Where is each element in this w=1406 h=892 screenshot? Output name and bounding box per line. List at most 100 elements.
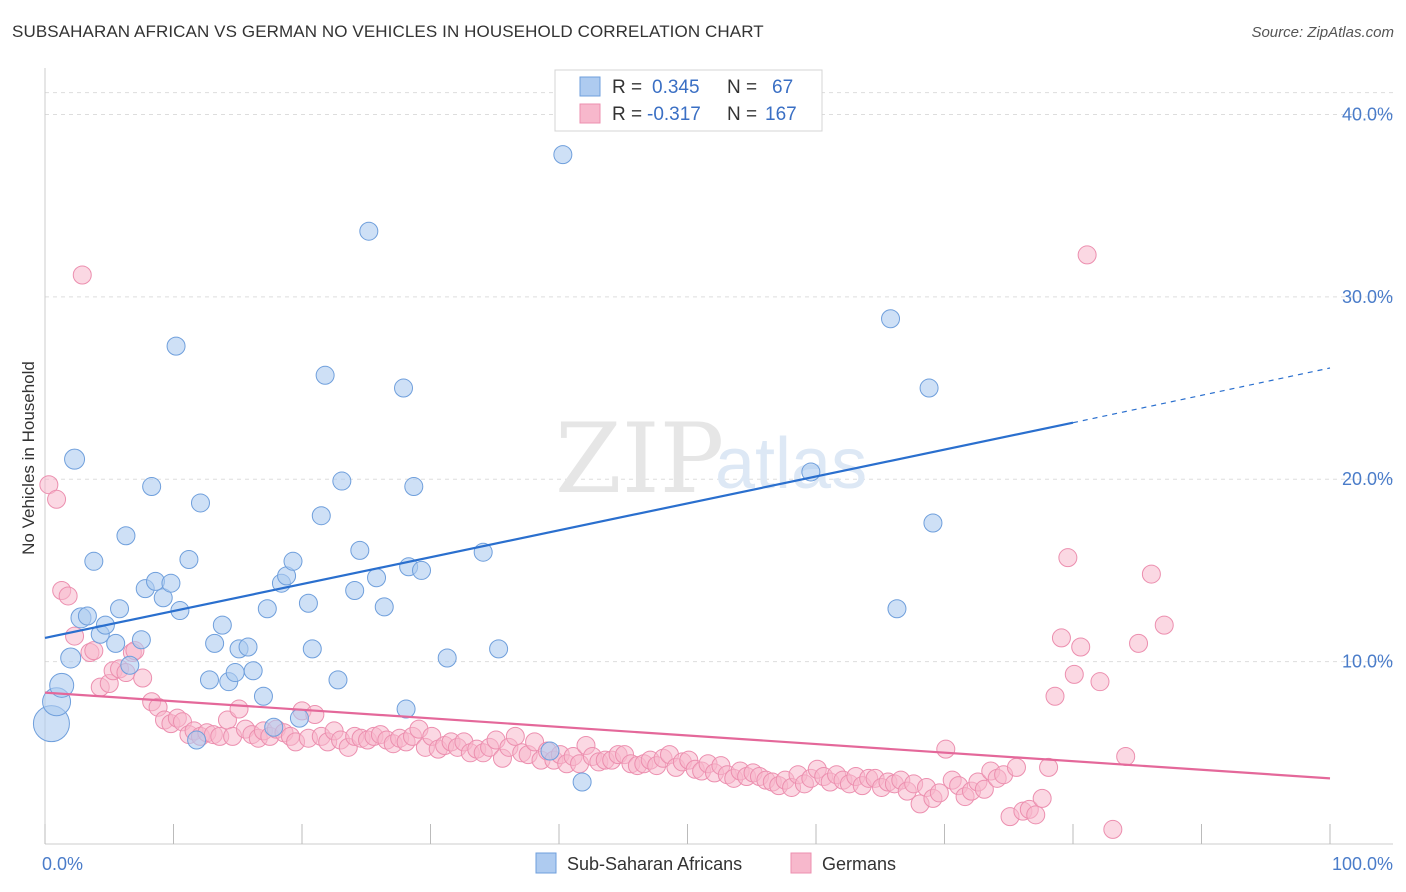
subsaharan-point (166, 336, 186, 356)
germans-trend-line (44, 691, 1331, 780)
germans-points (39, 245, 1174, 839)
subsaharan-point (161, 573, 181, 593)
german-point (505, 726, 525, 746)
german-point (1090, 672, 1110, 692)
subsaharan-point (187, 730, 207, 750)
legend-n-label-2: N = (727, 104, 757, 125)
subsaharan-point (315, 365, 335, 385)
bottom-legend-swatch-pink (790, 852, 812, 874)
y-tick-label: 20.0% (1342, 469, 1393, 489)
german-point (929, 783, 949, 803)
subsaharan-point (298, 593, 318, 613)
subsaharan-point (243, 661, 263, 681)
german-point (229, 699, 249, 719)
german-point (1026, 805, 1046, 825)
subsaharan-point (350, 540, 370, 560)
series-legend: Sub-Saharan Africans Germans (535, 852, 896, 874)
german-point (58, 586, 78, 606)
german-point (974, 779, 994, 799)
subsaharan-point (257, 599, 277, 619)
chart-title: SUBSAHARAN AFRICAN VS GERMAN NO VEHICLES… (12, 22, 764, 41)
y-tick-label: 40.0% (1342, 104, 1393, 124)
subsaharan-point (404, 477, 424, 497)
subsaharan-point (553, 145, 573, 165)
subsaharan-point (238, 637, 258, 657)
subsaharan-point (153, 588, 173, 608)
subsaharan-point (110, 599, 130, 619)
y-tick-labels: 10.0% 20.0% 30.0% 40.0% (1342, 104, 1393, 671)
trend-lines (44, 367, 1331, 780)
subsaharan-point (572, 772, 592, 792)
legend-r-value-2: -0.317 (647, 104, 701, 125)
legend-n-value-2: 167 (765, 104, 797, 125)
subsaharan-point (367, 568, 387, 588)
x-tick-label: 0.0% (42, 854, 83, 874)
watermark-zip: ZIP (555, 403, 724, 515)
german-point (525, 732, 545, 752)
subsaharan-point (328, 670, 348, 690)
subsaharan-point (289, 708, 309, 728)
german-point (1141, 564, 1161, 584)
subsaharan-point (396, 699, 416, 719)
german-point (1071, 637, 1091, 657)
german-point (1154, 615, 1174, 635)
legend-r-value-1: 0.345 (652, 77, 700, 98)
german-point (1116, 746, 1136, 766)
subsaharan-point (212, 615, 232, 635)
german-point (1064, 664, 1084, 684)
subsaharan-point (120, 655, 140, 675)
x-tick-labels: 0.0% 100.0% (42, 854, 1393, 874)
german-point (1032, 788, 1052, 808)
subsaharan-point (489, 639, 509, 659)
subsaharan-point (253, 686, 273, 706)
source-credit: Source: ZipAtlas.com (1251, 24, 1394, 41)
subsaharan-point (77, 606, 97, 626)
subsaharan-points (32, 145, 943, 792)
subsaharan-point (49, 672, 75, 698)
x-tick-label: 100.0% (1332, 854, 1393, 874)
subsaharan-point (437, 648, 457, 668)
subsaharan-point (283, 551, 303, 571)
german-point (47, 489, 67, 509)
subsaharan-point (311, 506, 331, 526)
y-tick-label: 30.0% (1342, 287, 1393, 307)
german-point (1045, 686, 1065, 706)
subsaharan-point (116, 526, 136, 546)
german-point (1006, 757, 1026, 777)
german-point (1039, 757, 1059, 777)
subsaharan-point (179, 549, 199, 569)
subsaharan-point (64, 448, 86, 470)
german-point (39, 475, 59, 495)
bottom-legend-swatch-blue (535, 852, 557, 874)
subsaharan-point (199, 670, 219, 690)
subsaharan-point (887, 599, 907, 619)
subsaharan-trend-line (44, 421, 1074, 639)
subsaharan-point (84, 551, 104, 571)
subsaharan-point (919, 378, 939, 398)
legend-r-label-1: R = (612, 77, 642, 98)
legend-n-label-1: N = (727, 77, 757, 98)
subsaharan-point (190, 493, 210, 513)
german-point (84, 641, 104, 661)
subsaharan-point (142, 477, 162, 497)
legend-swatch-pink (579, 103, 601, 124)
german-point (133, 668, 153, 688)
y-axis-label: No Vehicles in Household (19, 361, 38, 555)
subsaharan-point (345, 580, 365, 600)
subsaharan-point (412, 560, 432, 580)
bottom-legend-label-germans: Germans (822, 854, 896, 874)
subsaharan-point (881, 309, 901, 329)
subsaharan-point (302, 639, 322, 659)
subsaharan-point (359, 221, 379, 241)
legend-n-value-1: 67 (772, 77, 793, 98)
subsaharan-point (923, 513, 943, 533)
subsaharan-point (264, 717, 284, 737)
legend-r-label-2: R = (612, 104, 642, 125)
subsaharan-trend-extension (1072, 367, 1331, 424)
german-point (1103, 819, 1123, 839)
watermark-atlas: atlas (715, 424, 867, 504)
subsaharan-point (60, 647, 82, 669)
german-point (1077, 245, 1097, 265)
subsaharan-point (394, 378, 414, 398)
